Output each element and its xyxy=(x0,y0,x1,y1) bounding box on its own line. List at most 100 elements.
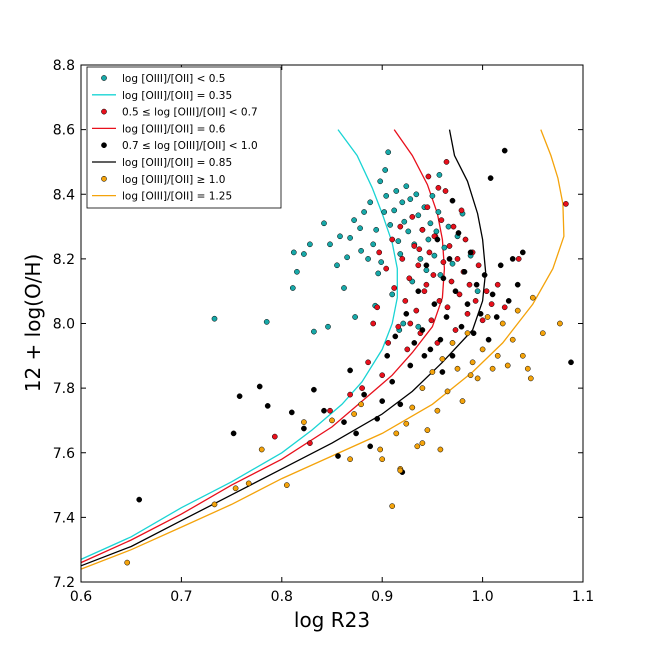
point-series-4 xyxy=(283,482,290,488)
point-series-2 xyxy=(442,188,449,194)
y-tick-label: 7.8 xyxy=(53,381,75,397)
point-series-3 xyxy=(427,346,434,353)
point-series-1 xyxy=(385,149,392,156)
point-series-2 xyxy=(359,385,365,391)
point-series-3 xyxy=(481,272,488,278)
point-series-1 xyxy=(399,199,406,206)
point-series-1 xyxy=(445,223,452,230)
point-series-4 xyxy=(499,320,506,327)
point-series-1 xyxy=(449,260,456,267)
point-series-2 xyxy=(462,236,469,243)
point-series-4 xyxy=(211,501,218,508)
point-series-3 xyxy=(264,403,271,409)
legend-box xyxy=(86,66,282,209)
data-points xyxy=(124,147,574,566)
point-series-3 xyxy=(461,268,468,275)
legend-marker-3 xyxy=(101,108,107,115)
point-series-1 xyxy=(393,188,400,194)
point-series-1 xyxy=(337,233,343,240)
point-series-2 xyxy=(383,265,390,272)
point-series-2 xyxy=(448,278,455,285)
point-series-4 xyxy=(389,503,396,509)
point-series-4 xyxy=(439,356,446,362)
legend-label-3: 0.5 ≤ log [OIII]/[OII] < 0.7 xyxy=(122,107,258,119)
point-series-2 xyxy=(404,346,411,353)
point-series-1 xyxy=(403,183,410,190)
legend-label-8: log [OIII]/[OII] = 1.25 xyxy=(122,191,232,203)
point-series-3 xyxy=(509,256,516,262)
point-series-1 xyxy=(334,262,340,269)
axis-ticks: 0.6 0.7 0.8 0.9 1.0 1.1 7.2 7.4 7.6 7.8 8.0 8.2 8.4 8… xyxy=(53,58,594,605)
point-series-1 xyxy=(417,256,424,262)
point-series-2 xyxy=(347,391,353,398)
point-series-1 xyxy=(381,209,388,215)
point-series-2 xyxy=(452,327,459,333)
point-series-4 xyxy=(424,427,431,433)
y-axis-label: 12 + log(O/H) xyxy=(21,254,45,393)
legend-label-7: log [OIII]/[OII] ≥ 1.0 xyxy=(122,174,225,186)
point-series-1 xyxy=(436,172,443,178)
point-series-3 xyxy=(449,197,456,204)
point-series-4 xyxy=(524,365,531,372)
y-tick-label: 8.4 xyxy=(53,187,75,203)
point-series-1 xyxy=(263,319,270,325)
point-series-2 xyxy=(419,226,426,233)
point-series-4 xyxy=(419,385,426,391)
point-series-4 xyxy=(449,340,456,346)
point-series-3 xyxy=(335,453,341,459)
point-series-2 xyxy=(409,214,416,220)
point-series-3 xyxy=(431,301,438,307)
point-series-2 xyxy=(379,372,386,379)
point-series-2 xyxy=(444,304,451,311)
legend-label-4: log [OIII]/[OII] = 0.6 xyxy=(122,123,226,135)
point-series-4 xyxy=(429,369,436,375)
point-series-2 xyxy=(438,217,445,223)
point-series-2 xyxy=(563,201,569,207)
point-series-1 xyxy=(290,249,297,256)
point-series-2 xyxy=(370,320,377,327)
x-tick-label: 0.8 xyxy=(271,589,293,605)
point-series-2 xyxy=(376,249,383,256)
point-series-4 xyxy=(377,446,384,453)
point-series-4 xyxy=(527,375,534,382)
point-series-3 xyxy=(489,291,496,298)
point-series-4 xyxy=(529,294,536,301)
point-series-3 xyxy=(440,275,447,282)
point-series-1 xyxy=(433,228,440,235)
point-series-2 xyxy=(402,298,409,304)
point-series-4 xyxy=(419,440,426,446)
point-series-2 xyxy=(395,323,402,330)
x-tick-label: 0.6 xyxy=(70,589,92,605)
point-series-2 xyxy=(466,281,473,288)
point-series-1 xyxy=(401,218,408,225)
point-series-2 xyxy=(413,307,420,314)
point-series-2 xyxy=(428,317,435,324)
point-series-1 xyxy=(415,212,422,219)
point-series-3 xyxy=(136,496,143,503)
point-series-1 xyxy=(289,285,296,291)
point-series-3 xyxy=(415,288,422,295)
point-series-1 xyxy=(474,288,481,295)
legend-marker-7 xyxy=(101,175,107,182)
point-series-3 xyxy=(470,330,477,337)
point-series-3 xyxy=(452,288,459,295)
y-tick-label: 8.8 xyxy=(53,58,75,74)
point-series-2 xyxy=(446,243,453,249)
point-series-2 xyxy=(501,304,508,311)
point-series-2 xyxy=(456,291,463,298)
point-series-3 xyxy=(501,147,508,154)
point-series-1 xyxy=(357,225,363,232)
point-series-3 xyxy=(367,443,374,450)
point-series-4 xyxy=(454,365,461,372)
point-series-3 xyxy=(464,301,471,307)
curve-log-oiii-oii-1-25 xyxy=(80,129,565,570)
point-series-3 xyxy=(437,336,444,343)
point-series-2 xyxy=(411,243,418,249)
point-series-1 xyxy=(365,256,371,262)
point-series-2 xyxy=(426,249,433,256)
point-series-2 xyxy=(385,340,392,346)
point-series-2 xyxy=(425,173,432,180)
point-series-2 xyxy=(435,184,442,191)
point-series-2 xyxy=(406,275,413,282)
